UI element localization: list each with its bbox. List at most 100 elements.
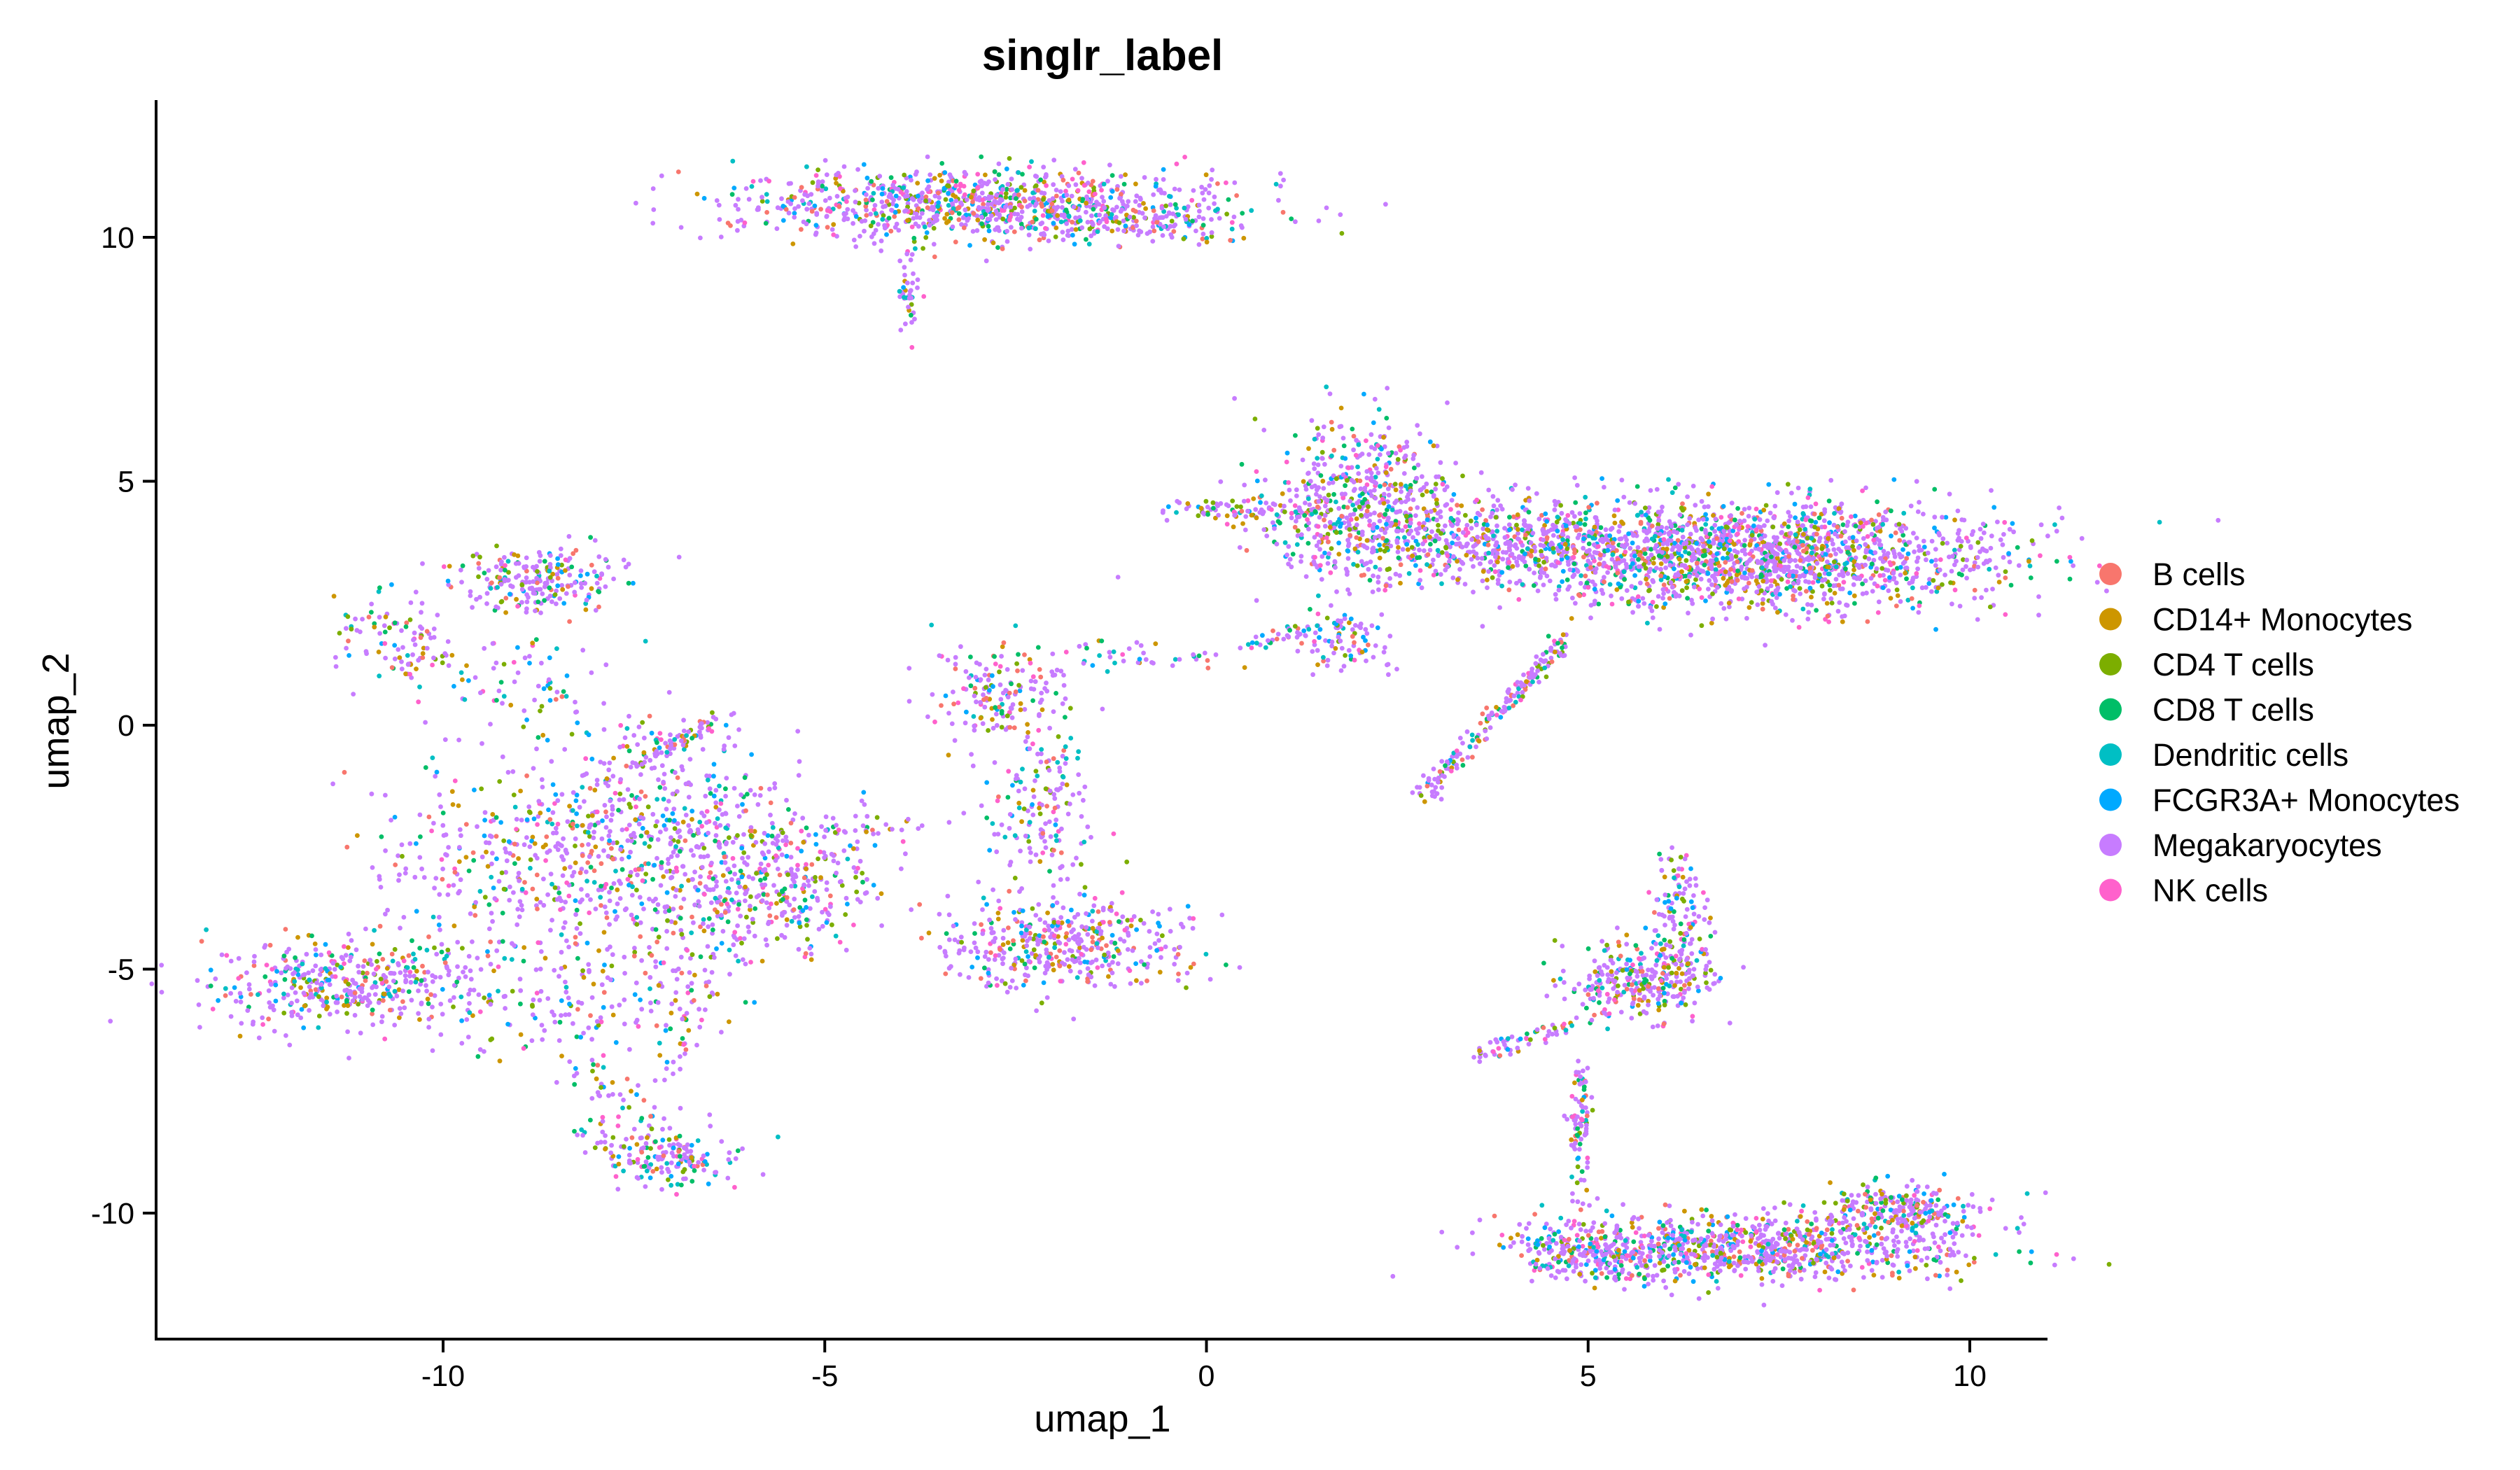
cell-point xyxy=(1324,205,1329,211)
cell-point xyxy=(1209,217,1214,222)
cell-point xyxy=(1677,512,1683,517)
cell-point xyxy=(1607,582,1613,587)
cell-point xyxy=(1608,526,1614,532)
cell-point xyxy=(909,312,913,318)
cell-point xyxy=(1320,554,1325,559)
cell-point xyxy=(1661,591,1667,596)
cell-point xyxy=(930,220,936,225)
cell-point xyxy=(1367,578,1373,583)
cell-point xyxy=(1445,400,1450,405)
cell-point xyxy=(1019,209,1025,214)
cell-point xyxy=(1648,488,1653,493)
cell-point xyxy=(1578,1227,1583,1232)
cell-point xyxy=(750,178,756,184)
cell-point xyxy=(1869,561,1875,567)
cell-point xyxy=(1338,638,1343,644)
cell-point xyxy=(1611,513,1617,519)
cell-point xyxy=(742,220,748,225)
cell-point xyxy=(792,215,797,220)
cell-point xyxy=(970,200,975,204)
cell-point xyxy=(1914,570,1919,576)
cell-point xyxy=(1354,438,1359,443)
cell-point xyxy=(1838,510,1843,515)
cell-point xyxy=(698,235,703,241)
cell-point xyxy=(1569,616,1574,621)
cell-point xyxy=(1895,1254,1900,1259)
cell-point xyxy=(925,178,930,183)
cell-point xyxy=(983,172,988,178)
cell-point xyxy=(1331,491,1336,497)
cell-point xyxy=(971,211,976,216)
cell-point xyxy=(1891,1263,1896,1268)
cell-point xyxy=(1242,482,1247,488)
cell-point xyxy=(1754,578,1759,584)
cell-point xyxy=(1816,1240,1821,1245)
cell-point xyxy=(1822,1269,1828,1275)
cell-point xyxy=(1657,626,1662,632)
cell-point xyxy=(1448,516,1454,521)
cell-point xyxy=(1905,1263,1910,1268)
cell-point xyxy=(942,170,948,175)
cell-point xyxy=(1915,566,1921,572)
cell-point xyxy=(1286,480,1292,485)
cell-point xyxy=(1679,569,1684,575)
cell-point xyxy=(1968,545,1973,550)
cell-point xyxy=(1774,490,1780,496)
cell-point xyxy=(1933,626,1938,632)
cell-point xyxy=(900,291,906,296)
cell-point xyxy=(1749,568,1755,573)
cell-point xyxy=(1769,554,1774,559)
cell-point xyxy=(1721,528,1726,534)
cell-point xyxy=(1116,244,1121,248)
cell-point xyxy=(1351,447,1356,453)
cell-point xyxy=(1892,554,1898,559)
cell-point xyxy=(1090,178,1096,184)
cell-point xyxy=(979,154,984,160)
cell-point xyxy=(1486,569,1492,574)
cell-point xyxy=(1763,643,1768,648)
cell-point xyxy=(871,190,876,196)
cell-point xyxy=(1686,610,1690,616)
cell-point xyxy=(1007,156,1012,161)
cell-point xyxy=(822,158,828,163)
cell-point xyxy=(1200,236,1205,241)
cell-point xyxy=(1345,572,1350,577)
cell-point xyxy=(1322,524,1328,529)
cell-point xyxy=(862,228,867,234)
cell-point xyxy=(1865,1258,1870,1264)
cell-point xyxy=(1619,477,1625,483)
cell-point xyxy=(1952,1252,1956,1258)
cell-point xyxy=(1961,517,1967,523)
cell-point xyxy=(1685,522,1690,527)
cell-point xyxy=(1212,194,1217,200)
cell-point xyxy=(1693,525,1698,531)
cell-point xyxy=(909,302,914,307)
cell-point xyxy=(1917,548,1922,553)
cell-point xyxy=(1746,514,1751,519)
cell-point xyxy=(917,215,923,220)
cell-point xyxy=(1354,535,1359,540)
cell-point xyxy=(1326,481,1332,486)
cell-point xyxy=(1386,672,1391,678)
cell-point xyxy=(1378,484,1382,489)
cell-point xyxy=(1672,1259,1677,1265)
cell-point xyxy=(1604,537,1609,542)
cell-point xyxy=(1619,543,1625,548)
cell-point xyxy=(1603,527,1609,533)
cell-point xyxy=(1507,540,1513,545)
cell-point xyxy=(1119,192,1124,197)
cell-point xyxy=(1954,1269,1959,1275)
cell-point xyxy=(1964,557,1970,563)
cell-point xyxy=(1676,594,1682,598)
cell-point xyxy=(1306,526,1311,532)
cell-point xyxy=(1089,213,1094,218)
cell-point xyxy=(1626,531,1632,536)
cell-point xyxy=(1058,189,1063,194)
cell-point xyxy=(922,224,927,230)
cell-point xyxy=(1662,601,1668,606)
cell-point xyxy=(1727,547,1732,552)
cell-point xyxy=(2008,582,2014,588)
cell-point xyxy=(838,186,843,191)
cell-point xyxy=(1475,534,1480,540)
cell-point xyxy=(1875,499,1880,505)
